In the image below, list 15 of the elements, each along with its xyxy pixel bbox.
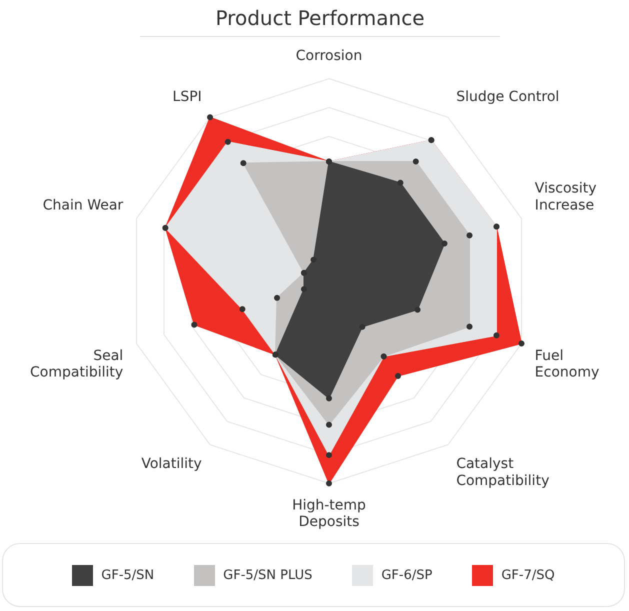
spoke-label: High-temp Deposits	[292, 497, 366, 530]
legend-label: GF-6/SP	[381, 568, 432, 582]
spoke-label: Corrosion	[296, 48, 362, 64]
spoke-label: Catalyst Compatibility	[456, 456, 550, 489]
spoke-label: Seal Compatibility	[30, 348, 124, 381]
spoke-label: Sludge Control	[456, 89, 560, 106]
spoke-label: Volatility	[141, 456, 202, 472]
legend-label: GF-5/SN	[101, 568, 154, 582]
spoke-label: Fuel Economy	[534, 348, 600, 381]
legend-label: GF-7/SQ	[501, 568, 555, 582]
chart-title: Product Performance	[140, 6, 500, 37]
spoke-label: Chain Wear	[42, 197, 124, 214]
spoke-label: Viscosity Increase	[534, 180, 596, 214]
legend-label: GF-5/SN PLUS	[223, 568, 312, 582]
spoke-label: LSPI	[172, 89, 202, 106]
